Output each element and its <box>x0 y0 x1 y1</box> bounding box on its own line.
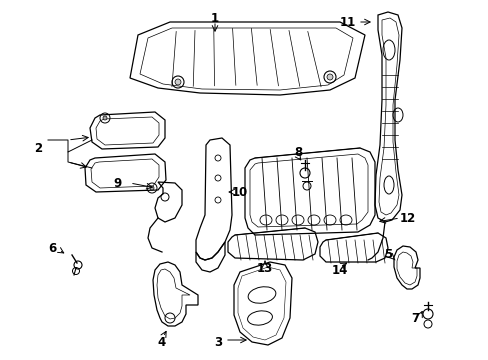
Text: 9: 9 <box>114 176 122 189</box>
Text: 7: 7 <box>410 311 418 324</box>
Text: 6: 6 <box>48 242 56 255</box>
Text: 10: 10 <box>231 185 247 198</box>
Text: 8: 8 <box>293 145 302 158</box>
Text: 1: 1 <box>210 12 219 24</box>
Text: 11: 11 <box>339 15 355 28</box>
Circle shape <box>150 186 154 190</box>
Text: 12: 12 <box>399 212 415 225</box>
Text: 2: 2 <box>34 141 42 154</box>
Circle shape <box>175 79 181 85</box>
Circle shape <box>103 116 107 120</box>
Text: 14: 14 <box>331 264 347 276</box>
Text: 5: 5 <box>383 248 391 261</box>
Text: 3: 3 <box>214 336 222 348</box>
Text: 4: 4 <box>158 336 166 348</box>
Circle shape <box>326 74 332 80</box>
Text: 13: 13 <box>256 261 273 274</box>
